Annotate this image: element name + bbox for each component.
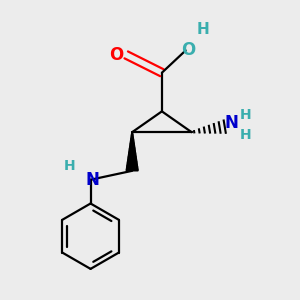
Polygon shape xyxy=(129,150,135,152)
Polygon shape xyxy=(130,144,134,145)
Polygon shape xyxy=(128,160,137,162)
Polygon shape xyxy=(128,154,136,155)
Polygon shape xyxy=(131,135,133,136)
Polygon shape xyxy=(127,164,137,166)
Polygon shape xyxy=(130,141,134,142)
Text: H: H xyxy=(64,159,76,173)
Polygon shape xyxy=(128,155,136,157)
Polygon shape xyxy=(130,145,134,146)
Polygon shape xyxy=(128,158,136,159)
Polygon shape xyxy=(127,163,137,164)
Polygon shape xyxy=(129,152,136,153)
Polygon shape xyxy=(126,168,138,169)
Polygon shape xyxy=(129,153,136,154)
Text: N: N xyxy=(225,114,239,132)
Text: H: H xyxy=(197,22,210,37)
Polygon shape xyxy=(130,142,134,144)
Polygon shape xyxy=(129,149,135,150)
Polygon shape xyxy=(132,132,133,134)
Text: H: H xyxy=(240,128,252,142)
Polygon shape xyxy=(128,159,136,160)
Polygon shape xyxy=(127,167,138,168)
Text: O: O xyxy=(109,46,123,64)
Polygon shape xyxy=(128,157,136,158)
Text: N: N xyxy=(86,171,100,189)
Polygon shape xyxy=(131,134,133,135)
Polygon shape xyxy=(129,148,135,149)
Polygon shape xyxy=(130,140,134,141)
Polygon shape xyxy=(131,139,134,140)
Polygon shape xyxy=(126,169,138,171)
Polygon shape xyxy=(127,166,137,167)
Polygon shape xyxy=(131,137,134,139)
Polygon shape xyxy=(128,162,137,163)
Text: H: H xyxy=(240,108,252,122)
Polygon shape xyxy=(131,136,133,137)
Polygon shape xyxy=(130,146,135,148)
Text: O: O xyxy=(181,41,195,59)
